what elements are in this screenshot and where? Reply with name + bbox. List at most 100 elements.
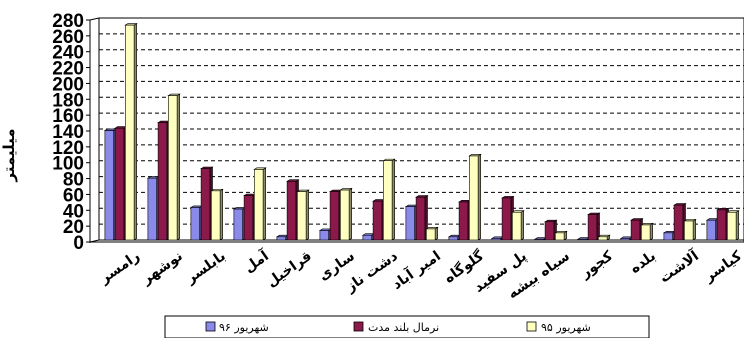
bar-side <box>477 153 482 241</box>
bar-front <box>640 224 651 241</box>
bar <box>705 218 720 241</box>
x-tick-label: آمل <box>240 246 273 276</box>
bar <box>726 210 740 241</box>
bar <box>683 218 697 241</box>
bar <box>662 230 677 241</box>
bar-front <box>491 238 501 241</box>
bar <box>490 236 505 241</box>
bar-front <box>339 189 350 241</box>
y-tick-label: 20 <box>63 217 84 238</box>
y-tick-label: 60 <box>63 185 84 206</box>
bar-front <box>468 155 479 241</box>
bar-side <box>391 158 396 241</box>
y-tick-label: 180 <box>52 90 84 111</box>
bar-side <box>133 22 137 241</box>
bar <box>576 237 591 241</box>
y-tick-label: 120 <box>52 138 84 159</box>
y-tick-label: 280 <box>52 11 84 32</box>
bar <box>511 210 525 241</box>
bar <box>425 226 439 241</box>
y-tick-label: 40 <box>63 201 84 222</box>
y-tick-label: 220 <box>52 59 84 80</box>
bar <box>404 204 419 241</box>
bar-front <box>448 236 458 241</box>
bar-front <box>726 211 737 241</box>
legend-label-2: نرمال بلند مدت <box>368 321 439 334</box>
bar <box>114 126 128 241</box>
bar <box>716 207 730 241</box>
bar-side <box>176 93 180 241</box>
bar <box>243 193 257 241</box>
bar <box>619 236 634 241</box>
bar-side <box>305 189 310 241</box>
bar <box>501 195 515 241</box>
bar-side <box>434 226 439 241</box>
bar-front <box>286 181 297 241</box>
bar <box>339 187 353 241</box>
bar-side <box>735 210 740 241</box>
bar-front <box>319 230 329 241</box>
bar-front <box>544 221 555 241</box>
bar <box>372 199 386 241</box>
bar-front <box>458 201 469 241</box>
x-tick-label: قراخیل <box>264 248 315 290</box>
bar <box>318 228 333 241</box>
bar-front <box>276 236 286 241</box>
bar-front <box>673 204 684 241</box>
bar <box>329 189 343 241</box>
y-tick-label: 260 <box>52 27 84 48</box>
bar-front <box>534 238 545 241</box>
bar-front <box>415 196 426 241</box>
bar <box>533 237 548 241</box>
x-tick-label: بلده <box>627 248 659 277</box>
bar <box>447 234 462 241</box>
bar-front <box>211 190 221 241</box>
y-tick-label: 0 <box>73 233 84 254</box>
bar-front <box>372 200 383 241</box>
bar-side <box>692 218 697 241</box>
bar <box>167 93 181 241</box>
bar-front <box>706 219 717 241</box>
bar-front <box>577 238 588 241</box>
bar-front <box>716 209 727 241</box>
bar-front <box>663 232 674 241</box>
bar-front <box>382 160 393 241</box>
bar-front <box>147 177 157 241</box>
x-tick-label: کجور <box>577 248 616 282</box>
y-tick-label: 240 <box>52 43 84 64</box>
bar-side <box>219 188 223 241</box>
bar <box>253 167 267 241</box>
bar <box>382 158 396 241</box>
bar <box>361 233 376 241</box>
legend-label-1: شهریور ۹۶ <box>219 321 269 334</box>
bar-front <box>587 214 598 241</box>
x-tick-label: بابلسر <box>182 248 228 287</box>
bar <box>146 176 161 241</box>
bar <box>468 153 482 241</box>
legend-swatch-2 <box>353 321 364 332</box>
bar <box>157 120 171 241</box>
bar <box>597 234 611 241</box>
bar-side <box>596 212 600 241</box>
bar <box>640 222 654 241</box>
y-tick-label: 80 <box>63 170 84 191</box>
legend-swatch-3 <box>526 321 537 332</box>
bar-front <box>200 168 211 241</box>
legend-box <box>164 315 650 338</box>
bar-front <box>405 206 415 241</box>
bar <box>200 166 214 241</box>
y-tick-label: 200 <box>52 74 84 95</box>
y-tick-label: 160 <box>52 106 84 127</box>
bar <box>587 212 601 241</box>
bar-front <box>620 238 631 241</box>
bar-front <box>362 234 372 241</box>
x-tick-label: نوشهر <box>138 248 185 288</box>
bar <box>275 234 290 241</box>
bar-front <box>243 195 254 241</box>
bar <box>286 179 300 241</box>
legend-label-3: شهریور ۹۵ <box>541 321 591 334</box>
bar <box>630 218 644 241</box>
